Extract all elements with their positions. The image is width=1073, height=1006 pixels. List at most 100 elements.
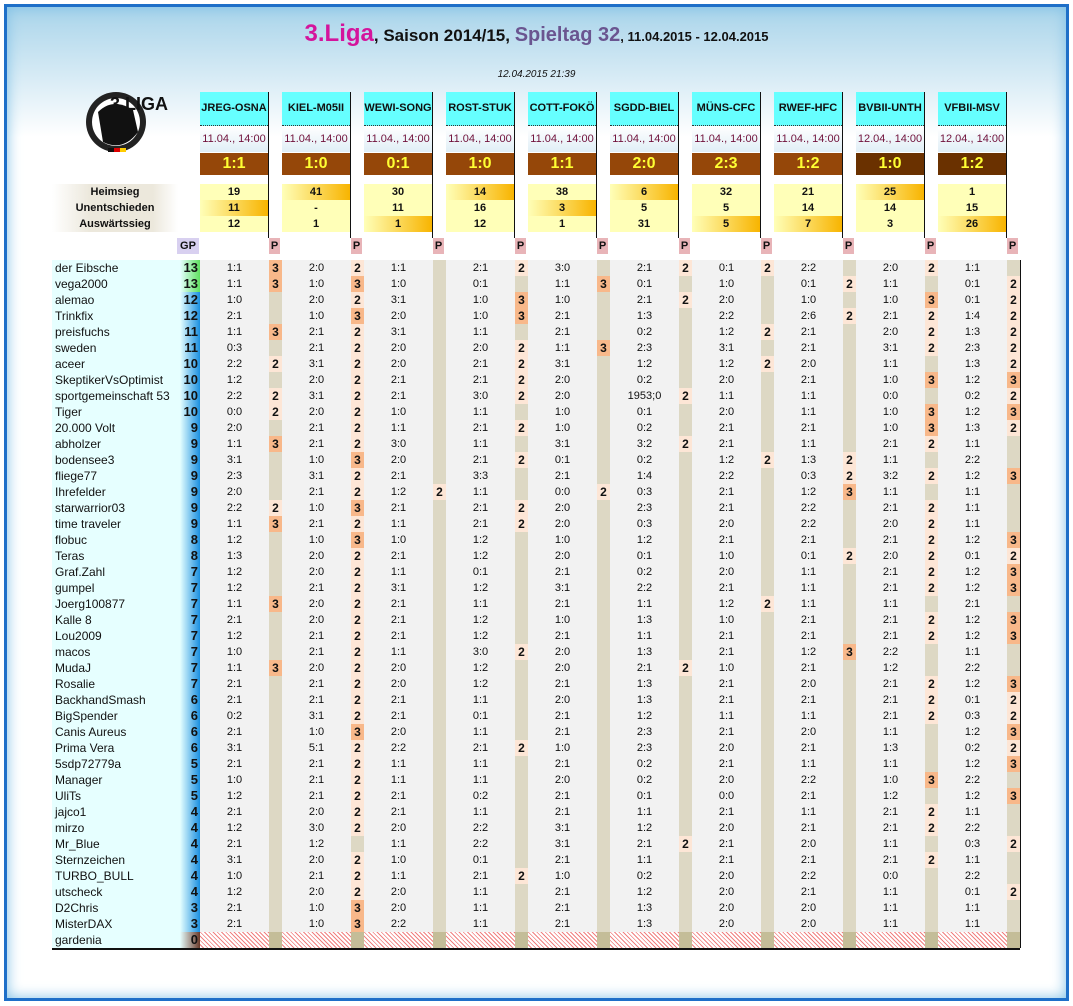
player-points: 7 [180,660,200,676]
tip-score: 2:1 [282,324,351,340]
player-name[interactable]: aceer [52,356,180,372]
match-header[interactable]: COTT-FOKÖ [528,92,596,126]
player-name[interactable]: preisfuchs [52,324,180,340]
tip-points [843,788,856,804]
tip-score: 1:0 [446,292,515,308]
player-name[interactable]: der Eibsche [52,260,180,276]
player-name[interactable]: mirzo [52,820,180,836]
player-name[interactable]: Prima Vera [52,740,180,756]
tip-score: 3:1 [364,292,433,308]
player-name[interactable]: Teras [52,548,180,564]
player-name[interactable]: jajco1 [52,804,180,820]
player-name[interactable]: Ihrefelder [52,484,180,500]
tip-points [843,324,856,340]
match-header[interactable]: KIEL-M05II [282,92,350,126]
tip-points [515,564,528,580]
player-points: 7 [180,628,200,644]
player-name[interactable]: Rosalie [52,676,180,692]
player-name[interactable]: abholzer [52,436,180,452]
tip-score: 2:1 [446,516,515,532]
match-header[interactable]: WEWI-SONG [364,92,432,126]
player-name[interactable]: BackhandSmash [52,692,180,708]
player-name[interactable]: Sternzeichen [52,852,180,868]
tip-points [679,548,692,564]
tip-points [269,708,282,724]
tip-points [433,644,446,660]
tip-score: 1:0 [692,660,761,676]
player-name[interactable]: starwarrior03 [52,500,180,516]
player-name[interactable]: D2Chris [52,900,180,916]
tip-points: 2 [351,820,364,836]
tip-score: 2:1 [528,916,597,932]
empty-tip [364,932,433,948]
tip-score: 3:1 [200,452,269,468]
match-header[interactable]: ROST-STUK [446,92,514,126]
player-name[interactable]: flobuc [52,532,180,548]
tip-score: 2:1 [692,628,761,644]
tip-points [597,676,610,692]
player-name[interactable]: time traveler [52,516,180,532]
tip-points: 2 [925,564,938,580]
player-name[interactable]: vega2000 [52,276,180,292]
player-name[interactable]: 20.000 Volt [52,420,180,436]
tip-points [597,724,610,740]
player-points: 10 [180,404,200,420]
player-name[interactable]: UliTs [52,788,180,804]
tip-score: 1:1 [610,628,679,644]
tip-score: 3:1 [200,740,269,756]
player-name[interactable]: utscheck [52,884,180,900]
tip-points [269,628,282,644]
player-name[interactable]: alemao [52,292,180,308]
tip-score: 2:1 [282,772,351,788]
player-name[interactable]: MisterDAX [52,916,180,932]
tip-score: 1:1 [856,356,925,372]
player-name[interactable]: Tiger [52,404,180,420]
tip-score: 2:0 [282,404,351,420]
player-name[interactable]: Manager [52,772,180,788]
match-header[interactable]: RWEF-HFC [774,92,842,126]
tip-score: 2:1 [774,788,843,804]
player-name[interactable]: Lou2009 [52,628,180,644]
match-header[interactable]: JREG-OSNA [200,92,268,126]
tip-score: 1:0 [856,372,925,388]
match-header[interactable]: VFBII-MSV [938,92,1006,126]
tip-score: 2:3 [610,340,679,356]
player-name[interactable]: gumpel [52,580,180,596]
tip-points [515,484,528,500]
player-name[interactable]: bodensee3 [52,452,180,468]
tip-points [761,548,774,564]
player-name[interactable]: Joerg100877 [52,596,180,612]
player-name[interactable]: macos [52,644,180,660]
tip-points [761,756,774,772]
player-name[interactable]: fliege77 [52,468,180,484]
tip-points [597,324,610,340]
tip-points [433,580,446,596]
player-name[interactable]: Graf.Zahl [52,564,180,580]
tip-score: 0:2 [610,420,679,436]
tip-score: 2:2 [774,516,843,532]
player-name[interactable]: 5sdp72779a [52,756,180,772]
match-header[interactable]: BVBII-UNTH [856,92,924,126]
tip-points: 3 [843,484,856,500]
player-name[interactable]: Kalle 8 [52,612,180,628]
player-name[interactable]: Trinkfix [52,308,180,324]
player-points: 7 [180,596,200,612]
tip-score: 0:2 [610,868,679,884]
tip-score: 2:0 [528,516,597,532]
player-name[interactable]: Canis Aureus [52,724,180,740]
tip-points: 3 [351,900,364,916]
tip-points [269,740,282,756]
player-name[interactable]: TURBO_BULL [52,868,180,884]
player-name[interactable]: sweden [52,340,180,356]
player-name[interactable]: MudaJ [52,660,180,676]
player-name[interactable]: sportgemeinschaft 53 [52,388,180,404]
player-points: 5 [180,756,200,772]
tip-score: 2:1 [610,260,679,276]
player-name[interactable]: gardenia [52,932,180,948]
player-name[interactable]: BigSpender [52,708,180,724]
player-name[interactable]: Mr_Blue [52,836,180,852]
match-header[interactable]: SGDD-BIEL [610,92,678,126]
tip-points [515,852,528,868]
player-name[interactable]: SkeptikerVsOptimist [52,372,180,388]
match-header[interactable]: MÜNS-CFC [692,92,760,126]
